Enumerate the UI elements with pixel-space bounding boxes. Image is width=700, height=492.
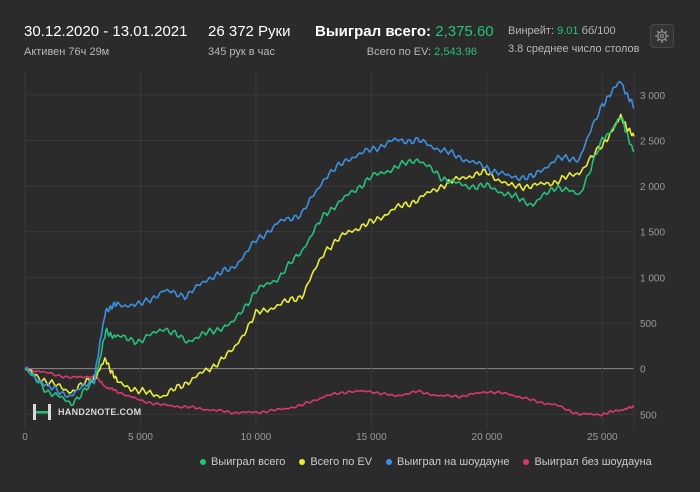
winrate-block: Винрейт: 9.01 бб/100 3.8 среднее число с… bbox=[508, 25, 640, 55]
watermark: HAND2NOTE.COM bbox=[32, 402, 141, 422]
hand2note-logo-icon bbox=[33, 404, 51, 420]
winrate-unit: бб/100 bbox=[581, 25, 616, 37]
legend-item-ev-total[interactable]: Всего по EV bbox=[299, 456, 372, 468]
won-total-label: Выиграл всего: bbox=[315, 23, 432, 40]
y-tick-label: 500 bbox=[640, 410, 657, 421]
y-tick-label: 2 500 bbox=[640, 136, 665, 147]
legend-label: Выиграл всего bbox=[211, 456, 286, 468]
chart-legend: Выиграл всего Всего по EV Выиграл на шоу… bbox=[200, 456, 652, 468]
legend-item-non-showdown[interactable]: Выиграл без шоудауна bbox=[523, 456, 652, 468]
date-block: 30.12.2020 - 13.01.2021 Активен 76ч 29м bbox=[24, 23, 187, 58]
gear-icon bbox=[655, 29, 669, 43]
legend-item-showdown[interactable]: Выиграл на шоудауне bbox=[386, 456, 509, 468]
series-won-total bbox=[24, 117, 635, 407]
winrate-label: Винрейт: bbox=[508, 25, 555, 37]
legend-label: Выиграл на шоудауне bbox=[397, 456, 510, 468]
y-tick-label: 3 000 bbox=[640, 91, 665, 102]
ev-total-label: Всего по EV: bbox=[366, 46, 432, 58]
date-range: 30.12.2020 - 13.01.2021 bbox=[24, 23, 188, 40]
y-tick-label: 0 bbox=[640, 365, 646, 376]
hands-per-hour: 345 рук в час bbox=[208, 46, 276, 58]
settings-button[interactable] bbox=[650, 24, 674, 48]
y-tick-label: 2 000 bbox=[640, 182, 665, 193]
x-tick-label: 0 bbox=[22, 432, 28, 443]
y-tick-label: 500 bbox=[640, 319, 657, 330]
x-tick-label: 10 000 bbox=[241, 432, 272, 443]
winrate-value: 9.01 bbox=[557, 25, 579, 37]
hands-count: 26 372 Руки bbox=[208, 23, 291, 40]
series-non-showdown bbox=[24, 368, 635, 417]
avg-tables: 3.8 среднее число столов bbox=[508, 43, 640, 55]
active-time: Активен 76ч 29м bbox=[24, 46, 110, 58]
legend-dot bbox=[200, 459, 206, 465]
x-tick-label: 5 000 bbox=[128, 432, 153, 443]
legend-dot bbox=[386, 459, 393, 465]
legend-label: Всего по EV bbox=[310, 456, 373, 468]
legend-item-won-total[interactable]: Выиграл всего bbox=[200, 456, 285, 468]
won-total-value: 2,375.60 bbox=[435, 23, 494, 40]
y-tick-label: 1 000 bbox=[640, 273, 665, 284]
ev-total-value: 2,543.96 bbox=[434, 46, 477, 58]
x-tick-label: 15 000 bbox=[356, 432, 387, 443]
legend-label: Выиграл без шоудауна bbox=[534, 456, 652, 468]
x-tick-label: 20 000 bbox=[472, 432, 503, 443]
y-tick-label: 1 500 bbox=[640, 228, 665, 239]
winnings-block: Выиграл всего: 2,375.60 Всего по EV: 2,5… bbox=[315, 23, 494, 58]
series-ev-total bbox=[24, 113, 635, 399]
series-showdown bbox=[24, 80, 635, 398]
hands-block: 26 372 Руки 345 рук в час bbox=[208, 23, 291, 58]
watermark-text: HAND2NOTE.COM bbox=[58, 407, 142, 417]
legend-dot bbox=[523, 459, 530, 465]
legend-dot bbox=[299, 459, 306, 465]
x-tick-label: 25 000 bbox=[587, 432, 618, 443]
